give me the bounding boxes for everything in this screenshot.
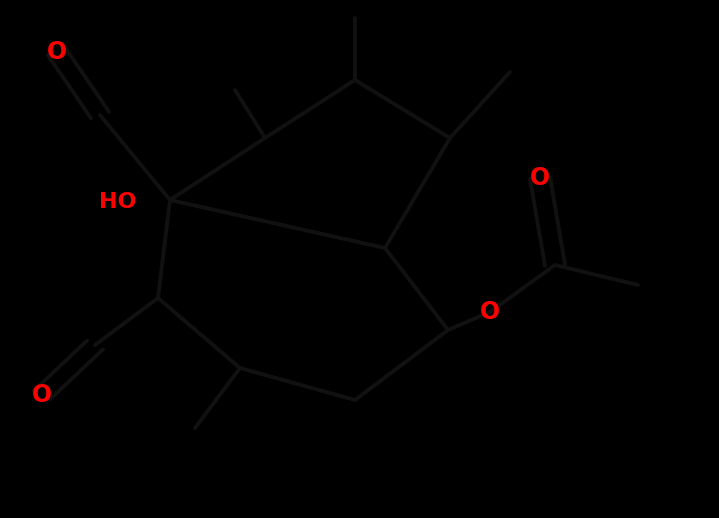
Text: O: O [530, 166, 550, 190]
Text: HO: HO [99, 192, 137, 212]
Text: O: O [32, 383, 52, 407]
Text: O: O [480, 300, 500, 324]
Text: O: O [47, 40, 67, 64]
